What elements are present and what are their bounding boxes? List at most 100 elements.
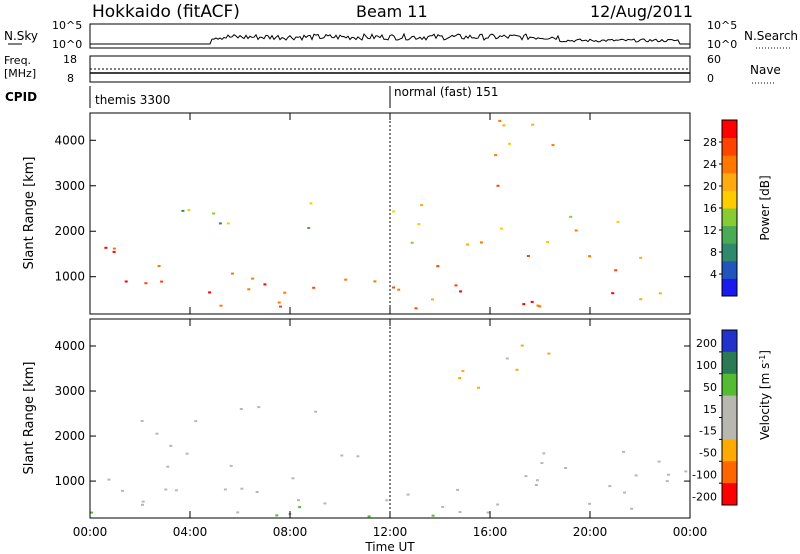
range-cell [441,505,445,508]
range-cell [291,477,295,480]
y-tick-label: 1000 [54,474,85,488]
y-tick-label: 2000 [54,429,85,443]
range-cell [657,460,661,463]
y-tick-label: 3000 [54,179,85,193]
x-tick-label: 04:00 [173,525,208,539]
freq-panel: Freq. [MHz] 18 8 60 0 Nave [4,53,781,85]
colorbar-tick-label: 12 [703,224,717,237]
range-cell [140,420,144,422]
x-tick-label: 00:00 [673,525,708,539]
range-cell [164,488,168,491]
range-cell [508,142,511,145]
date-title: 12/Aug/2011 [590,2,693,21]
noise-left-label: N.Sky [4,29,38,43]
range-cell [297,499,300,502]
range-cell [160,280,164,283]
range-cell [373,280,377,283]
range-cell [639,256,643,259]
range-cell [344,278,348,281]
range-cell [526,255,530,257]
colorbar-tick-label: 50 [703,381,717,394]
range-cell [309,202,313,205]
colorbar-swatch [722,330,737,353]
range-cell [185,452,189,455]
range-cell [174,489,178,492]
freq-unit-label: [MHz] [4,67,36,80]
range-cell [157,265,161,267]
range-cell [283,291,287,294]
range-cell [498,119,502,122]
range-cell [219,304,223,307]
range-cell [166,465,170,468]
colorbar-tick-label: 20 [703,180,717,193]
range-cell [479,241,483,244]
range-cell [547,352,551,355]
noise-right-tick-top: 10^5 [707,19,737,32]
range-cell [520,344,524,347]
range-cell [208,291,212,294]
power-y-ticks: 1000 2000 3000 4000 [54,133,690,284]
cpid-label: CPID [5,90,37,104]
colorbar-tick-label: 15 [703,403,717,416]
colorbar-tick-label: 16 [703,202,717,215]
range-cell [406,493,410,496]
range-cell [314,410,318,413]
velocity-colorbar: 200 100 50 15 -15 -50 -100 -200 [692,329,738,506]
range-cell [614,269,618,272]
range-cell [257,406,261,409]
colorbar-swatch [722,243,737,262]
colorbar-tick-label: -50 [699,447,717,460]
range-cell [496,184,500,187]
range-cell [112,250,116,253]
range-cell [623,491,626,494]
colorbar-swatch [722,225,737,244]
range-cell [622,450,626,453]
power-y-axis-label: Slant Range [km] [22,157,37,270]
range-cell [461,370,465,373]
range-cell [397,288,401,291]
range-cell [340,454,344,457]
range-cell [634,474,638,477]
range-cell [574,229,578,232]
station-title: Hokkaido (fitACF) [92,2,240,22]
x-tick-label: 12:00 [373,525,408,539]
range-cell [144,282,148,285]
range-cell [459,290,463,293]
range-cell [226,222,230,225]
cpid-segment-2: normal (fast) 151 [394,85,498,99]
range-cell [535,479,539,482]
range-cell [112,247,116,250]
range-cell [608,485,612,488]
range-cell [420,204,424,206]
range-cell [247,288,251,291]
range-cell [90,511,94,514]
power-panel: 1000 2000 3000 4000 Slant Range [km] [22,112,691,315]
colorbar-swatch [722,395,737,418]
beam-title: Beam 11 [356,2,428,21]
range-cell [639,298,643,301]
range-cell [505,357,509,360]
colorbar-tick-label: 24 [703,158,717,171]
x-tick-label: 20:00 [573,525,608,539]
range-cell [588,502,592,505]
range-cell [588,255,592,258]
colorbar-swatch [722,278,737,297]
range-cell [431,298,434,301]
range-cell [298,506,302,509]
range-cell [542,452,546,455]
range-cell [218,222,222,225]
power-colorbar-label: Power [dB] [758,175,772,240]
range-cell [546,241,549,243]
range-cell [436,265,440,268]
colorbar-swatch [722,190,737,209]
noise-right-label: N.Search [744,29,798,43]
nave-label: Nave [750,63,781,77]
nave-tick-bottom: 0 [707,72,714,85]
colorbar-swatch [722,417,737,440]
range-cell [279,305,282,308]
velocity-colorbar-label: Velocity [m s-1] [758,350,772,440]
x-axis-ticks: 00:00 04:00 08:00 12:00 16:00 20:00 00:00 [73,113,708,539]
range-cell [515,368,519,371]
colorbar-tick-label: -15 [699,425,717,438]
range-cell [181,209,185,212]
